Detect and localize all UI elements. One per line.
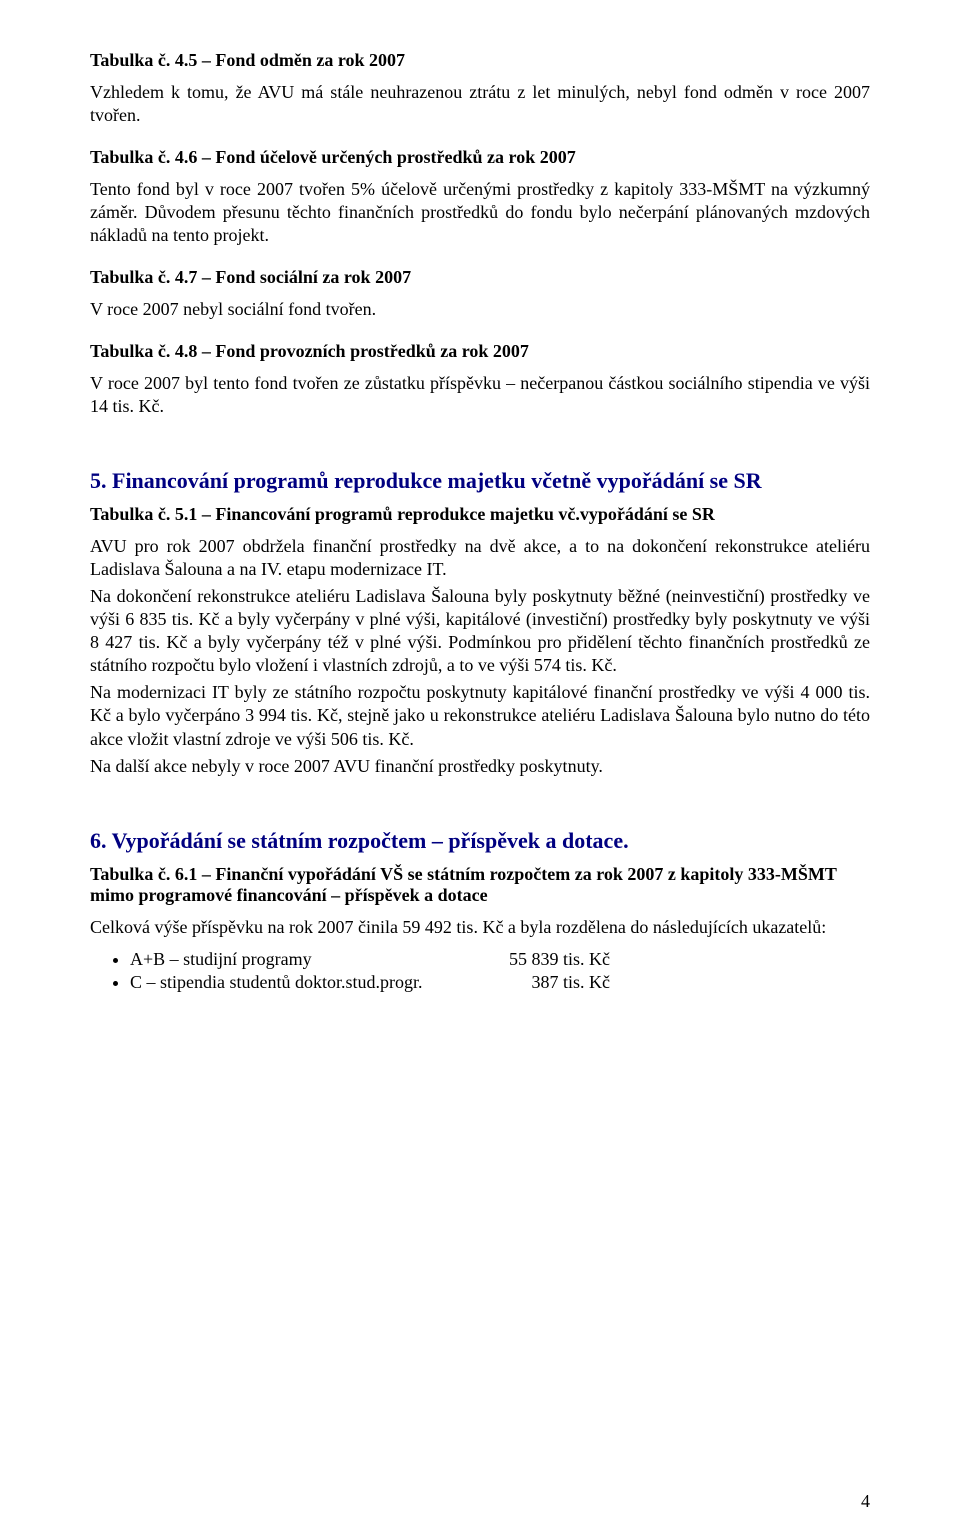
section-title-5: 5. Financování programů reprodukce majet… (90, 468, 870, 494)
list-item-label: C – stipendia studentů doktor.stud.progr… (130, 972, 470, 993)
page-number: 4 (861, 1491, 870, 1512)
paragraph: Celková výše příspěvku na rok 2007 činil… (90, 916, 870, 939)
paragraph: AVU pro rok 2007 obdržela finanční prost… (90, 535, 870, 581)
table-heading-4-7: Tabulka č. 4.7 – Fond sociální za rok 20… (90, 267, 870, 288)
paragraph: Na další akce nebyly v roce 2007 AVU fin… (90, 755, 870, 778)
paragraph: Na modernizaci IT byly ze státního rozpo… (90, 681, 870, 750)
paragraph: V roce 2007 nebyl sociální fond tvořen. (90, 298, 870, 321)
table-heading-4-6: Tabulka č. 4.6 – Fond účelově určených p… (90, 147, 870, 168)
list-item-value: 55 839 tis. Kč (470, 949, 610, 970)
bullet-list: A+B – studijní programy 55 839 tis. Kč C… (130, 949, 870, 993)
paragraph: V roce 2007 byl tento fond tvořen ze zůs… (90, 372, 870, 418)
table-heading-5-1: Tabulka č. 5.1 – Financování programů re… (90, 504, 870, 525)
section-title-6: 6. Vypořádání se státním rozpočtem – pří… (90, 828, 870, 854)
list-item: C – stipendia studentů doktor.stud.progr… (130, 972, 870, 993)
table-heading-4-5: Tabulka č. 4.5 – Fond odměn za rok 2007 (90, 50, 870, 71)
table-heading-6-1: Tabulka č. 6.1 – Finanční vypořádání VŠ … (90, 864, 870, 906)
page: Tabulka č. 4.5 – Fond odměn za rok 2007 … (0, 0, 960, 1536)
paragraph: Tento fond byl v roce 2007 tvořen 5% úče… (90, 178, 870, 247)
list-item: A+B – studijní programy 55 839 tis. Kč (130, 949, 870, 970)
list-item-value: 387 tis. Kč (470, 972, 610, 993)
list-item-label: A+B – studijní programy (130, 949, 470, 970)
table-heading-4-8: Tabulka č. 4.8 – Fond provozních prostře… (90, 341, 870, 362)
paragraph: Vzhledem k tomu, že AVU má stále neuhraz… (90, 81, 870, 127)
paragraph: Na dokončení rekonstrukce ateliéru Ladis… (90, 585, 870, 677)
